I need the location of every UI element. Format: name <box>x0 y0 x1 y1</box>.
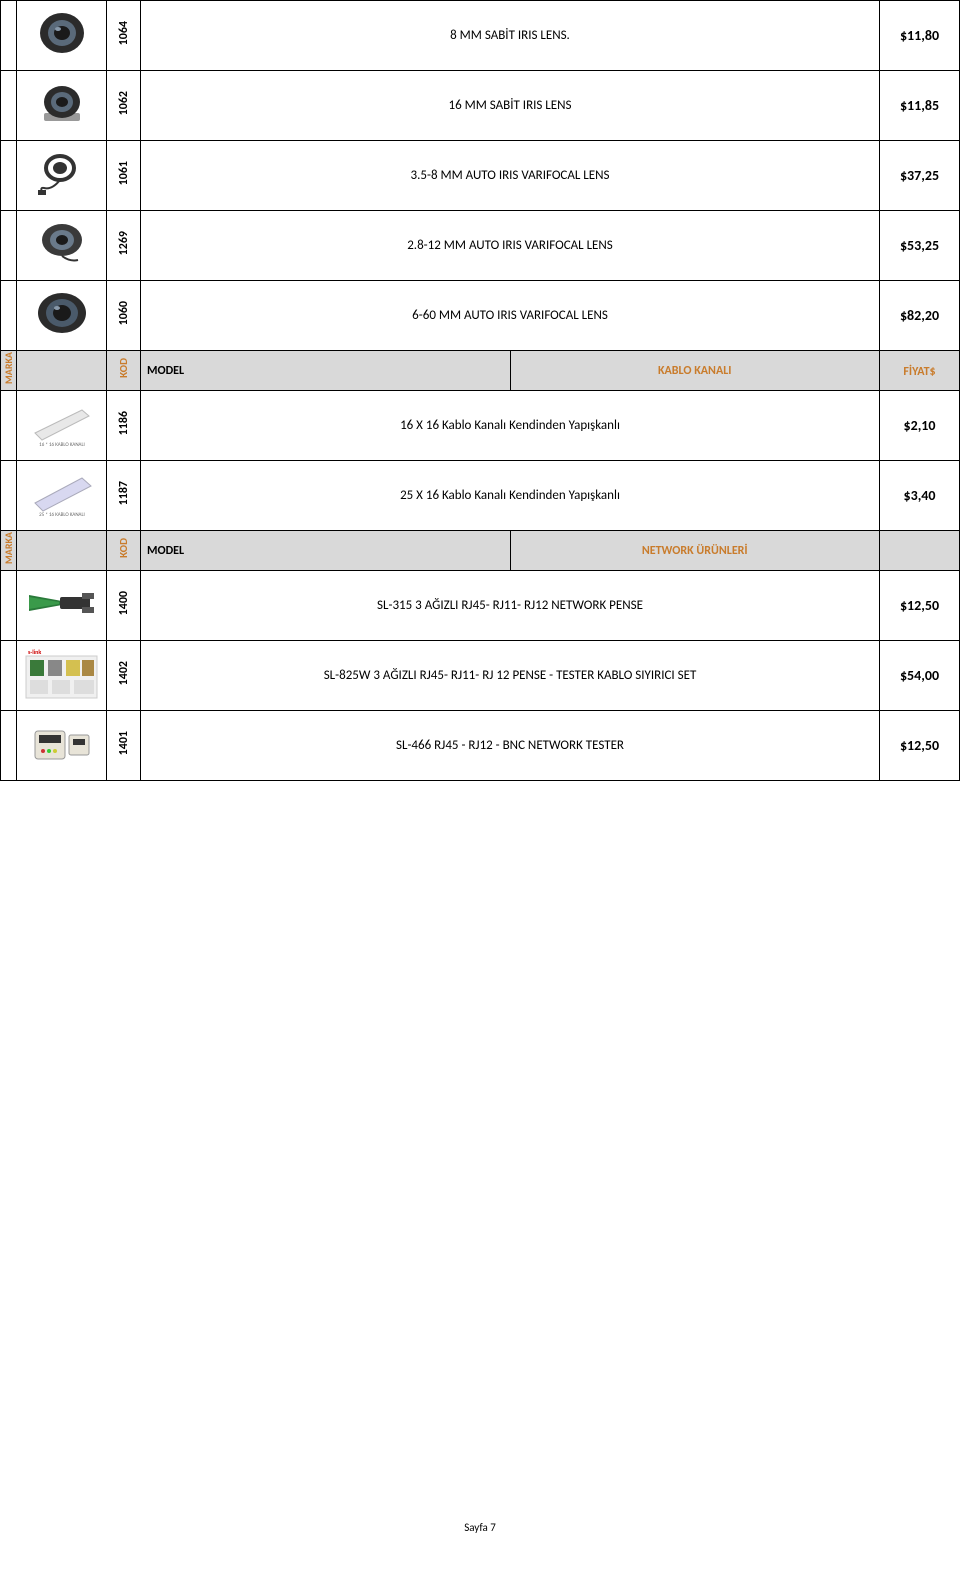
product-price: $11,80 <box>880 1 960 71</box>
product-desc: SL-825W 3 AĞIZLI RJ45- RJ11- RJ 12 PENSE… <box>141 641 880 711</box>
svg-text:25 * 16 KABLO KANALI: 25 * 16 KABLO KANALI <box>39 512 85 518</box>
page-footer: Sayfa 7 <box>0 1521 960 1554</box>
product-code: 1060 <box>117 301 131 325</box>
table-row: s-link 1402 SL-825W 3 AĞIZLI RJ45- RJ11-… <box>1 641 960 711</box>
product-price: $11,85 <box>880 71 960 141</box>
table-row: 16 * 16 KABLO KANALI 1186 16 X 16 Kablo … <box>1 391 960 461</box>
product-desc: SL-315 3 AĞIZLI RJ45- RJ11- RJ12 NETWORK… <box>141 571 880 641</box>
product-image-crimper <box>24 583 99 623</box>
product-price: $53,25 <box>880 211 960 281</box>
product-code: 1062 <box>117 91 131 115</box>
product-code: 1187 <box>117 481 131 505</box>
product-price: $12,50 <box>880 571 960 641</box>
table-row: 1062 16 MM SABİT IRIS LENS $11,85 <box>1 71 960 141</box>
kod-label: KOD <box>117 358 130 378</box>
table-row: 1269 2.8-12 MM AUTO IRIS VARIFOCAL LENS … <box>1 211 960 281</box>
kod-label: KOD <box>117 538 130 558</box>
section-header-kablo: MARKA KOD MODEL KABLO KANALI FİYAT$ <box>1 351 960 391</box>
model-label: MODEL <box>141 351 511 391</box>
product-image-lens-cable <box>32 148 92 198</box>
table-row: 1064 8 MM SABİT IRIS LENS. $11,80 <box>1 1 960 71</box>
marka-label: MARKA <box>2 532 15 564</box>
product-desc: SL-466 RJ45 - RJ12 - BNC NETWORK TESTER <box>141 711 880 781</box>
svg-text:s-link: s-link <box>28 648 41 656</box>
product-code: 1064 <box>117 21 131 45</box>
product-image-lens <box>32 8 92 58</box>
product-desc: 6-60 MM AUTO IRIS VARIFOCAL LENS <box>141 281 880 351</box>
product-desc: 25 X 16 Kablo Kanalı Kendinden Yapışkanl… <box>141 461 880 531</box>
svg-text:16 * 16 KABLO KANALI: 16 * 16 KABLO KANALI <box>39 442 85 448</box>
table-row: 1401 SL-466 RJ45 - RJ12 - BNC NETWORK TE… <box>1 711 960 781</box>
product-price: $12,50 <box>880 711 960 781</box>
product-desc: 16 MM SABİT IRIS LENS <box>141 71 880 141</box>
table-row: 1060 6-60 MM AUTO IRIS VARIFOCAL LENS $8… <box>1 281 960 351</box>
model-label: MODEL <box>141 531 511 571</box>
product-image-kanal: 16 * 16 KABLO KANALI <box>27 398 97 448</box>
product-code: 1402 <box>117 661 131 685</box>
product-code: 1269 <box>117 231 131 255</box>
product-code: 1401 <box>117 731 131 755</box>
product-image-lens-large <box>32 288 92 338</box>
product-price: $2,10 <box>880 391 960 461</box>
product-code: 1400 <box>117 591 131 615</box>
product-code: 1061 <box>117 161 131 185</box>
product-price: $82,20 <box>880 281 960 351</box>
table-row: 1061 3.5-8 MM AUTO IRIS VARIFOCAL LENS $… <box>1 141 960 211</box>
product-table: 1064 8 MM SABİT IRIS LENS. $11,80 1062 1… <box>0 0 960 781</box>
product-image-lens-vari <box>32 218 92 268</box>
marka-label: MARKA <box>2 352 15 384</box>
product-price: $54,00 <box>880 641 960 711</box>
product-image-tester <box>27 721 97 766</box>
product-image-kanal: 25 * 16 KABLO KANALI <box>27 468 97 518</box>
product-image-toolkit: s-link <box>24 646 99 701</box>
product-code: 1186 <box>117 411 131 435</box>
section-title: NETWORK ÜRÜNLERİ <box>642 544 748 558</box>
table-row: 1400 SL-315 3 AĞIZLI RJ45- RJ11- RJ12 NE… <box>1 571 960 641</box>
product-price: $3,40 <box>880 461 960 531</box>
section-header-network: MARKA KOD MODEL NETWORK ÜRÜNLERİ <box>1 531 960 571</box>
product-image-lens-mount <box>32 78 92 128</box>
product-desc: 2.8-12 MM AUTO IRIS VARIFOCAL LENS <box>141 211 880 281</box>
product-desc: 8 MM SABİT IRIS LENS. <box>141 1 880 71</box>
table-row: 25 * 16 KABLO KANALI 1187 25 X 16 Kablo … <box>1 461 960 531</box>
product-price: $37,25 <box>880 141 960 211</box>
product-desc: 16 X 16 Kablo Kanalı Kendinden Yapışkanl… <box>141 391 880 461</box>
price-header: FİYAT$ <box>903 365 935 379</box>
section-title: KABLO KANALI <box>658 364 732 378</box>
product-desc: 3.5-8 MM AUTO IRIS VARIFOCAL LENS <box>141 141 880 211</box>
